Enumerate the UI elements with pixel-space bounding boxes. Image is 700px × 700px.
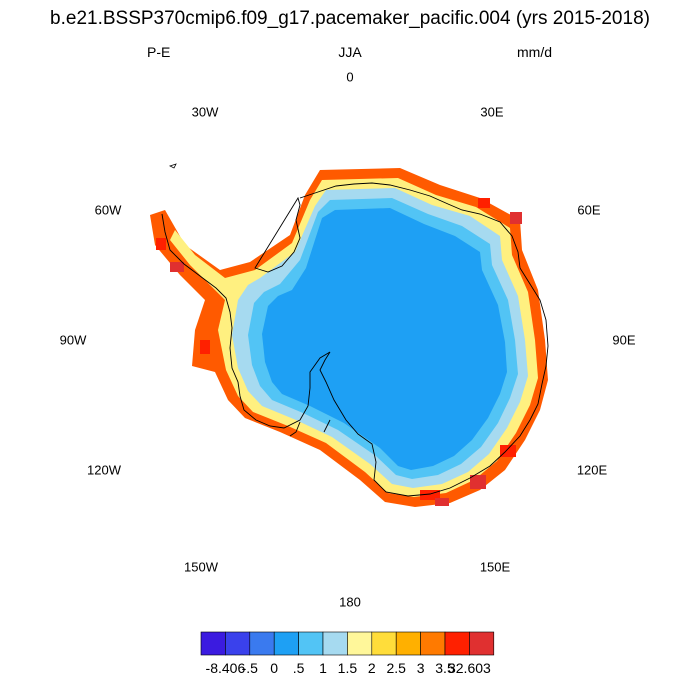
variable-label: P-E (147, 44, 171, 60)
season-label: JJA (338, 44, 362, 60)
continent-interior (262, 208, 507, 470)
colorbar-swatch (347, 631, 373, 656)
colorbar-tick-label: .5 (293, 660, 305, 676)
lon-label-30w: 30W (191, 104, 219, 120)
lon-label-120e: 120E (576, 462, 608, 478)
colorbar-tick-label: 32.603 (448, 660, 491, 676)
colorbar-swatch (225, 631, 251, 656)
colorbar-tick-label: 3.5 (435, 660, 455, 676)
lon-label-120w: 120W (87, 462, 121, 478)
hotspots (156, 198, 522, 506)
colorbar-swatch (200, 631, 226, 656)
colorbar-swatch (371, 631, 397, 656)
lon-label-150w: 150W (184, 559, 218, 575)
lon-label-30e: 30E (480, 104, 504, 120)
colorbar-tick-label: 1.5 (338, 660, 358, 676)
lon-label-60e: 60E (577, 202, 601, 218)
colorbar-swatch (395, 631, 421, 656)
colorbar-swatch (420, 631, 446, 656)
map-title: b.e21.BSSP370cmip6.f09_g17.pacemaker_pac… (50, 8, 650, 29)
units-label: mm/d (517, 44, 552, 60)
lon-label-0: 0 (346, 69, 354, 85)
colorbar-swatch (322, 631, 348, 656)
colorbar-tick-label: 0 (270, 660, 278, 676)
colorbar-swatch (249, 631, 275, 656)
colorbar-swatch (273, 631, 299, 656)
colorbar-tick-label: -.5 (242, 660, 259, 676)
colorbar-swatch (298, 631, 324, 656)
colorbar-tick-label: 2.5 (386, 660, 406, 676)
colorbar-swatch (469, 631, 495, 656)
island (168, 163, 177, 169)
lon-label-90e: 90E (612, 332, 636, 348)
lon-label-90w: 90W (59, 332, 87, 348)
colorbar-tick-label: 2 (368, 660, 376, 676)
colorbar-tick-label: 1 (319, 660, 327, 676)
lon-label-150e: 150E (479, 559, 511, 575)
lon-label-60w: 60W (94, 202, 122, 218)
colorbar-tick-label: 3 (417, 660, 425, 676)
colorbar-swatch (444, 631, 470, 656)
colorbar-tick-label: -8.406 (206, 660, 246, 676)
coastline (161, 182, 549, 497)
lon-label-180: 180 (339, 594, 361, 610)
